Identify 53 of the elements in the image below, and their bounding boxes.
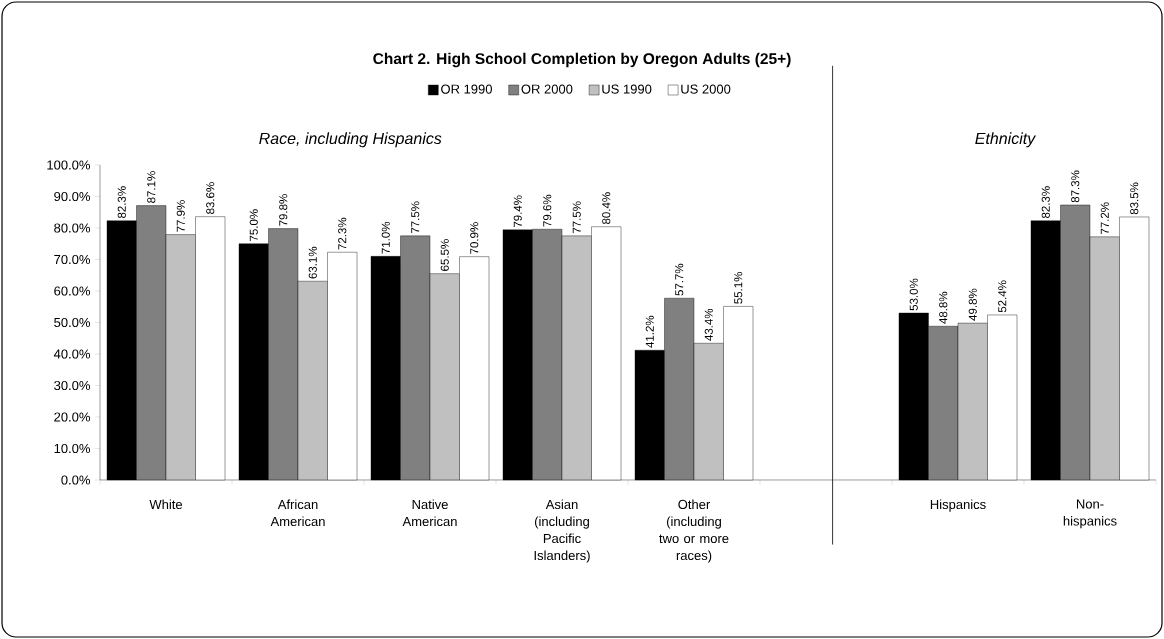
- data-label: 49.8%: [968, 288, 977, 321]
- data-label: 83.6%: [206, 182, 215, 214]
- y-tick-label: 40.0%: [53, 349, 91, 359]
- x-tick-label: Native American: [402, 499, 457, 527]
- data-label: 43.4%: [704, 308, 713, 341]
- data-label: 79.6%: [543, 194, 552, 227]
- data-label: 53.0%: [909, 278, 918, 311]
- data-label: 65.5%: [440, 239, 449, 271]
- y-tick-label: 80.0%: [54, 223, 91, 233]
- data-label: 83.5%: [1130, 182, 1139, 215]
- y-tick-label: 30.0%: [54, 380, 91, 391]
- x-tick-label: Asian (including Pacific Islanders): [534, 499, 590, 563]
- data-label: 79.8%: [279, 194, 288, 226]
- legend-label: OR 2000: [521, 84, 573, 94]
- y-tick-label: 70.0%: [54, 254, 91, 265]
- data-label: 71.0%: [381, 221, 390, 254]
- legend-label: US 1990: [602, 84, 652, 94]
- y-tick-label: 10.0%: [54, 443, 91, 454]
- data-label: 77.9%: [176, 200, 185, 232]
- legend-label: OR 1990: [441, 84, 492, 94]
- data-label: 79.4%: [513, 195, 522, 228]
- data-label: 72.3%: [338, 217, 347, 250]
- data-label: 87.1%: [147, 171, 156, 203]
- x-tick-label: Hispanics: [930, 499, 986, 512]
- y-tick-label: 100.0%: [47, 160, 91, 170]
- chart-title: Chart 2. High School Completion by Oregon Adults (25+): [373, 52, 791, 68]
- y-tick-label: 0.0%: [61, 475, 91, 485]
- y-tick-label: 50.0%: [54, 317, 91, 328]
- data-label: 80.4%: [602, 192, 611, 225]
- data-label: 52.4%: [998, 280, 1007, 313]
- x-tick-label: Non-hispanics: [1063, 499, 1117, 529]
- data-label: 77.2%: [1100, 202, 1109, 235]
- data-label: 55.1%: [734, 272, 743, 304]
- data-label: 82.3%: [117, 186, 126, 219]
- x-tick-label: White: [149, 499, 183, 510]
- data-label: 63.1%: [308, 246, 317, 279]
- legend-label: US 2000: [681, 84, 731, 94]
- x-tick-label: African American: [270, 499, 325, 527]
- data-label: 87.3%: [1071, 170, 1080, 203]
- data-label: 70.9%: [470, 222, 479, 254]
- data-label: 41.2%: [645, 315, 654, 348]
- text: Ethnicity: [975, 132, 1037, 148]
- y-tick-label: 90.0%: [54, 191, 91, 202]
- x-tick-label: Other (including two or more races): [659, 499, 729, 563]
- data-label: 82.3%: [1041, 186, 1050, 219]
- data-label: 48.8%: [939, 291, 948, 324]
- data-label: 57.7%: [675, 263, 684, 296]
- data-label: 75.0%: [249, 209, 258, 241]
- data-label: 77.5%: [411, 201, 420, 234]
- y-tick-label: 20.0%: [54, 412, 91, 422]
- y-tick-label: 60.0%: [54, 286, 91, 296]
- text: Race, including Hispanics: [259, 132, 442, 148]
- data-label: 77.5%: [572, 201, 581, 234]
